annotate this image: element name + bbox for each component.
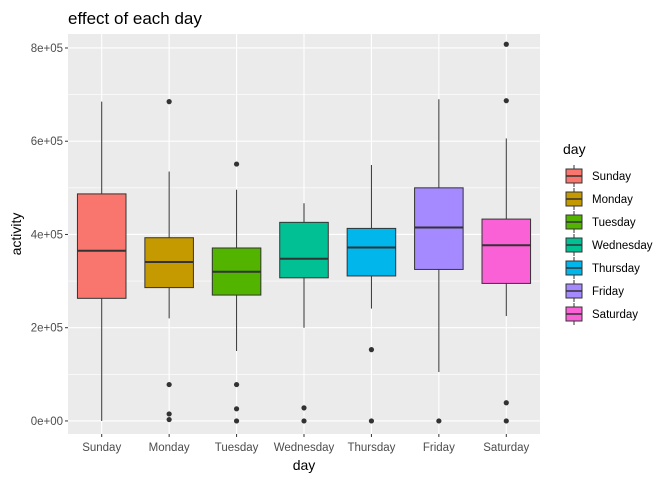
outlier-point [233,406,240,412]
boxes-layer [76,41,532,424]
legend-label: Wednesday [592,240,653,252]
legend-item-monday: Monday [565,188,633,210]
y-tick-label: 2e+05 [31,323,63,335]
box-sunday [76,101,127,421]
x-axis-title: day [293,457,316,473]
outlier-point [503,418,509,424]
x-axis: Sunday Monday Tuesday Wednesday Thursday Frid… [82,434,530,454]
y-axis: 0e+00 2e+05 4e+05 6e+05 8e+05 [31,43,68,428]
box-iqr [346,227,397,277]
x-tick-label: Friday [423,442,455,454]
y-tick-label: 0e+00 [31,416,63,428]
y-tick-label: 8e+05 [31,43,63,55]
outlier-point [503,98,509,104]
outlier-point [233,161,240,167]
y-tick-label: 4e+05 [31,229,63,241]
outlier-point [368,418,375,424]
legend-title: day [563,141,586,157]
x-tick-label: Monday [149,442,190,454]
outlier-point [166,411,172,417]
legend-item-saturday: Saturday [565,303,638,325]
legend-item-sunday: Sunday [565,165,631,187]
box-saturday [481,41,532,424]
box-tuesday [211,161,262,424]
box-iqr [414,187,464,270]
legend-label: Monday [592,194,633,206]
outlier-point [233,381,240,388]
legend-item-friday: Friday [565,280,624,302]
legend-label: Sunday [592,171,631,183]
y-tick-label: 6e+05 [31,136,63,148]
outlier-point [166,98,172,105]
box-iqr [76,193,127,299]
chart-title: effect of each day [68,9,202,28]
x-tick-label: Tuesday [215,442,259,454]
outlier-point [503,41,509,47]
legend-label: Saturday [592,309,638,321]
x-tick-label: Wednesday [274,442,335,454]
legend-item-tuesday: Tuesday [565,211,636,233]
outlier-point [436,418,442,424]
box-monday [144,98,194,423]
y-axis-title: activity [8,213,24,256]
box-wednesday [279,203,329,424]
box-iqr [279,221,329,279]
legend-label: Tuesday [592,217,636,229]
legend-label: Thursday [592,263,640,275]
legend-label: Friday [592,286,624,298]
outlier-point [503,400,509,406]
outlier-point [368,347,375,353]
box-friday [414,99,464,424]
box-thursday [346,165,397,424]
outlier-point [233,418,240,424]
legend: day Sunday Monday Tuesday Wednesday Thursday… [563,141,653,325]
x-tick-label: Sunday [82,442,121,454]
x-tick-label: Thursday [347,442,395,454]
outlier-point [166,416,172,423]
outlier-point [301,405,307,411]
legend-item-wednesday: Wednesday [565,234,653,256]
outlier-point [166,381,172,388]
legend-item-thursday: Thursday [565,257,640,279]
outlier-point [301,418,307,424]
box-iqr [481,218,532,284]
x-tick-label: Saturday [483,442,529,454]
